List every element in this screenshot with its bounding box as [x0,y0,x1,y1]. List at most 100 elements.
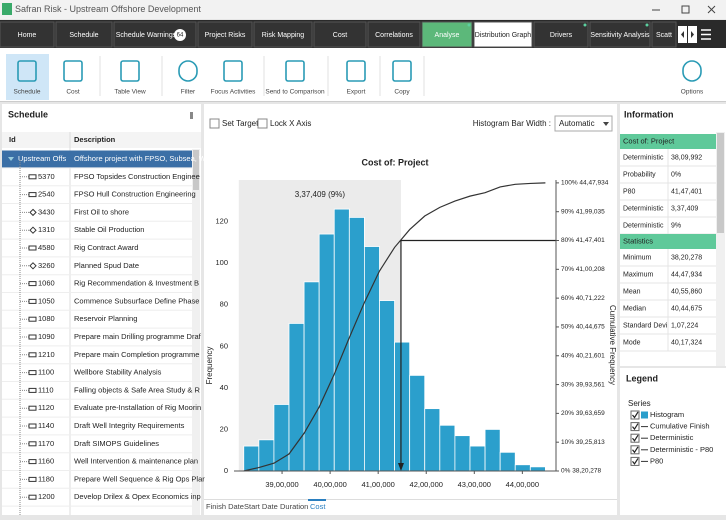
tab[interactable] [421,21,473,48]
bottom-tab[interactable]: Start Date [244,502,278,511]
tab[interactable] [313,21,367,48]
legend-checkbox[interactable] [630,422,640,432]
row-id: 1170 [38,439,54,448]
y2-tick-label: 10% 39,25,813 [561,439,605,446]
info-label: Deterministic [623,154,664,161]
window-title: Safran Risk - Upstream Offshore Developm… [15,4,201,14]
tab[interactable] [367,21,421,48]
toolbar-icon [223,60,243,82]
y2-tick-label: 100% 44,47,934 [561,180,609,187]
tab[interactable] [253,21,313,48]
legend-checkbox[interactable] [630,433,640,443]
row-description: Offshore project with FPSO, Subsea, W [74,154,207,163]
tab-label: Risk Mapping [262,32,305,39]
y2-tick-label: 50% 40,44,675 [561,324,605,331]
legend-checkbox[interactable] [630,456,640,466]
toolbar-icon [682,60,702,82]
info-label: Deterministic [623,205,664,212]
row-description: Evaluate pre-Installation of Rig Moorin [74,403,201,412]
y-tick-label: 120 [215,217,228,226]
row-description: Well Intervention & maintenance plan [74,457,198,466]
bottom-tab[interactable]: Cost [310,502,326,511]
set-target-label: Set Target [222,119,259,128]
lock-x-label: Lock X Axis [270,119,311,128]
info-scrollbar[interactable] [716,132,725,366]
row-id: 1050 [38,296,55,305]
scrollbar[interactable] [192,149,200,515]
tab[interactable] [0,21,55,48]
tab-label: Project Risks [205,32,246,39]
toolbar-label: Copy [394,89,410,96]
row-id: 1310 [38,225,55,234]
task-icon [28,334,37,340]
x-tick-label: 40,00,000 [313,480,346,489]
y2-tick-label: 40% 40,21,601 [561,352,605,359]
bar-width-value: Automatic [559,119,595,128]
row-id: 1110 [38,385,54,394]
toolbar-icon [63,60,83,82]
task-icon [28,316,37,322]
row-description: Rig Contract Award [74,243,138,252]
information-title: Information [624,109,674,119]
legend-check [632,458,639,465]
row-description: Wellbore Stability Analysis [74,368,162,377]
info-scrollbar-thumb[interactable] [717,133,724,233]
tab[interactable] [55,21,113,48]
toolbar-icon [392,60,412,82]
y2-tick-label: 30% 39,93,561 [561,381,605,388]
schedule-title: Schedule [8,109,48,119]
bottom-tab[interactable]: Duration [280,502,308,511]
scrollbar-thumb[interactable] [193,150,199,190]
tab[interactable] [589,21,651,48]
row-id: 1160 [38,457,54,466]
tab-label: Distribution Graph [475,32,532,39]
target-label: 3,37,409 (9%) [295,190,346,199]
close-button[interactable] [707,5,716,14]
histogram-bar [364,246,380,472]
legend-checkbox[interactable] [630,445,640,455]
legend-swatch [641,411,648,419]
set-target-checkbox[interactable] [209,118,220,129]
legend-check [632,423,639,431]
cumulative-line [243,182,546,472]
tab[interactable] [651,21,677,48]
legend-checkbox[interactable] [630,410,640,420]
bar-width-dropdown[interactable] [554,115,613,132]
column-header [2,132,201,148]
task-icon [28,494,37,500]
row-description: First Oil to shore [74,207,129,216]
row-id: 4580 [38,243,55,252]
y2-axis-title: Cumulative Frequency [608,305,617,385]
pin-icon[interactable] [190,112,193,119]
y-tick-label: 0 [224,466,228,475]
legend-label: Deterministic - P80 [650,445,713,454]
row-id: 1090 [38,332,55,341]
lock-x-checkbox[interactable] [257,118,268,129]
info-label: Maximum [623,271,654,278]
y-tick-label: 100 [215,258,228,267]
row-description: Prepare Well Sequence & Rig Ops Plar [74,474,205,483]
menu-icon[interactable] [701,29,711,40]
tab-label: Drivers [550,32,573,39]
row-id: 1210 [38,350,55,359]
toolbar-label: Send to Comparison [265,89,325,96]
maximize-button[interactable] [681,5,690,14]
bottom-tab[interactable]: Finish Date [206,502,244,511]
tab[interactable] [533,21,589,48]
section-title: Cost of: Project [623,136,675,145]
y2-tick-label: 0% 38,20,278 [561,468,602,475]
histogram-bar [379,300,395,472]
x-tick-label: 44,00,000 [506,480,539,489]
tab[interactable] [473,21,533,48]
tree-expander[interactable] [8,157,14,161]
row-description: Prepare main Completion programme [74,350,199,359]
x-tick-label: 42,00,000 [410,480,443,489]
y2-tick-label: 80% 41,47,401 [561,237,605,244]
histogram-bar [243,445,260,472]
histogram-bar [288,323,305,472]
tab-label: Schedule Warnings [116,32,177,39]
row-description: Commence Subsurface Define Phase [74,296,199,305]
histogram-bar [439,424,456,472]
row-id: 2540 [38,190,55,199]
tab[interactable] [197,21,253,48]
